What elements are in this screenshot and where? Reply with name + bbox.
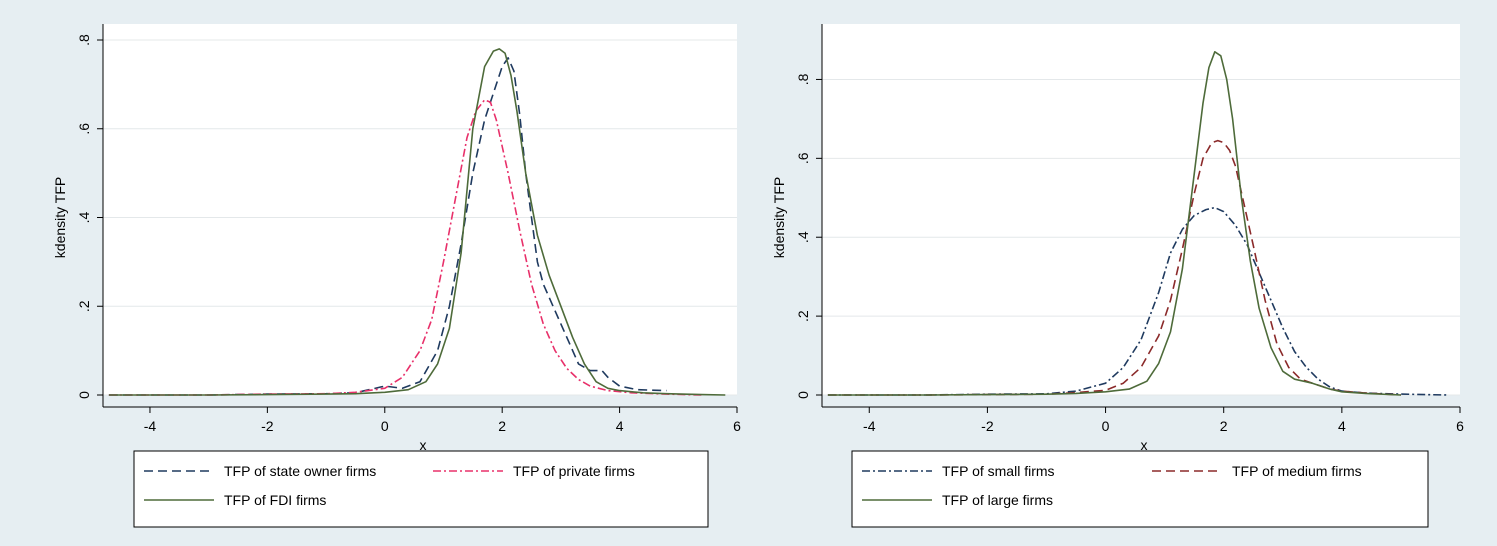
y-tick-label: .6 [76,123,92,135]
x-tick-label: -4 [144,418,157,434]
x-axis-label: x [420,437,427,453]
y-tick-label: 0 [76,391,92,399]
legend-label: TFP of FDI firms [224,492,326,508]
legend-box [133,450,709,528]
legend-label: TFP of private firms [513,463,635,479]
series-line-2 [827,139,1401,396]
x-tick-label: 0 [381,418,389,434]
series-line-3 [827,50,1401,396]
legend-label: TFP of large firms [942,492,1053,508]
x-tick-label: -4 [863,418,876,434]
x-tick-label: 4 [616,418,624,434]
legend: TFP of state owner firms TFP of private f… [133,450,709,528]
x-tick-label: 4 [1338,418,1346,434]
y-tick-label: .4 [76,211,92,223]
legend-label: TFP of state owner firms [224,463,376,479]
plot-area [822,24,1460,395]
x-tick-label: 2 [498,418,506,434]
y-tick-label: .2 [795,310,811,322]
chart-panel-1: 0 .2 .4 .6 .8 -4 -2 0 2 4 6 x kdensity TFP TFP of sta… [52,24,741,528]
y-tick-label: .8 [76,34,92,46]
series-line-2 [108,99,702,396]
x-tick-label: -2 [981,418,994,434]
y-axis-label: kdensity TFP [771,177,787,258]
x-axis-label: x [1141,437,1148,453]
legend-box [851,450,1429,528]
y-tick-label: 0 [795,391,811,399]
series-line-1 [108,56,667,396]
x-tick-label: -2 [261,418,274,434]
legend-label: TFP of medium firms [1232,463,1362,479]
y-tick-label: .6 [795,152,811,164]
y-axis-label: kdensity TFP [52,177,68,258]
x-tick-label: 6 [733,418,741,434]
series-line-1 [827,206,1449,396]
legend: TFP of small firms TFP of medium firms TFP… [851,450,1429,528]
x-tick-label: 6 [1456,418,1464,434]
chart-panel-2: 0 .2 .4 .6 .8 -4 -2 0 2 4 6 x kdensity TFP TFP of sma… [771,24,1464,528]
legend-label: TFP of small firms [942,463,1055,479]
series-line-3 [108,48,726,396]
plot-area [103,24,737,395]
y-tick-label: .8 [795,73,811,85]
y-tick-label: .2 [76,300,92,312]
x-tick-label: 0 [1102,418,1110,434]
y-tick-label: .4 [795,231,811,243]
x-tick-label: 2 [1220,418,1228,434]
